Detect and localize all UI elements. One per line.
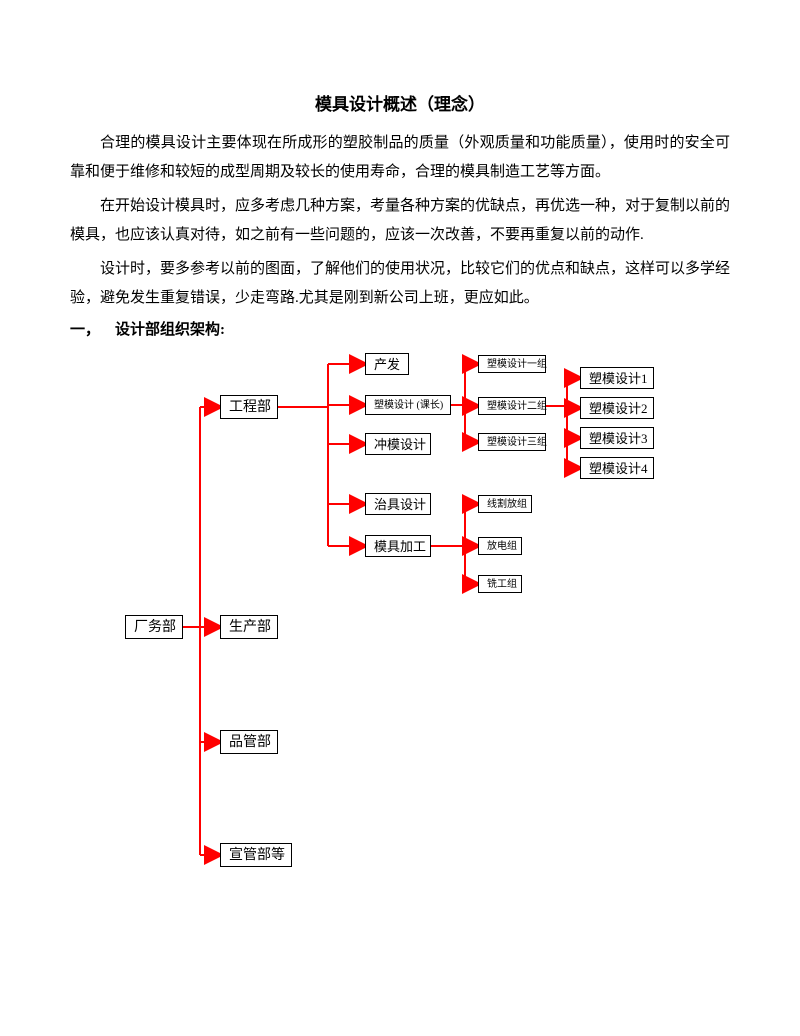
org-node-xi: 铣工组 bbox=[478, 575, 522, 593]
org-node-prod: 生产部 bbox=[220, 615, 278, 639]
document-page: 模具设计概述（理念） 合理的模具设计主要体现在所成形的塑胶制品的质量（外观质量和… bbox=[0, 0, 800, 925]
org-node-fangdian: 放电组 bbox=[478, 537, 522, 555]
org-node-qc: 品管部 bbox=[220, 730, 278, 754]
org-chart: 厂务部 工程部生产部品管部宣管部等 产发塑模设计 (课长) 冲模设计治具设计模具加工 塑… bbox=[70, 345, 730, 885]
org-node-zhiju: 治具设计 bbox=[365, 493, 431, 515]
org-node-sudesign: 塑模设计 (课长) bbox=[365, 395, 451, 415]
org-node-smd2: 塑模设计2 bbox=[580, 397, 654, 419]
org-node-sg2: 塑模设计二组 bbox=[478, 397, 546, 415]
paragraph-1: 合理的模具设计主要体现在所成形的塑胶制品的质量（外观质量和功能质量），使用时的安… bbox=[70, 129, 730, 186]
section-heading: 一， 设计部组织架构: bbox=[70, 318, 730, 339]
org-node-sg3: 塑模设计三组 bbox=[478, 433, 546, 451]
document-title: 模具设计概述（理念） bbox=[70, 90, 730, 115]
org-node-jiagong: 模具加工 bbox=[365, 535, 431, 557]
org-node-smd1: 塑模设计1 bbox=[580, 367, 654, 389]
org-node-smd3: 塑模设计3 bbox=[580, 427, 654, 449]
org-node-sg1: 塑模设计一组 bbox=[478, 355, 546, 373]
paragraph-3: 设计时，要多参考以前的图面，了解他们的使用状况，比较它们的优点和缺点，这样可以多… bbox=[70, 255, 730, 312]
org-node-xianqie: 线割放组 bbox=[478, 495, 532, 513]
paragraph-2: 在开始设计模具时，应多考虑几种方案，考量各种方案的优缺点，再优选一种，对于复制以… bbox=[70, 192, 730, 249]
org-node-chongmo: 冲模设计 bbox=[365, 433, 431, 455]
org-node-mgmt: 宣管部等 bbox=[220, 843, 292, 867]
org-node-root: 厂务部 bbox=[125, 615, 183, 639]
org-node-smd4: 塑模设计4 bbox=[580, 457, 654, 479]
org-node-eng: 工程部 bbox=[220, 395, 278, 419]
org-node-chanfa: 产发 bbox=[365, 353, 409, 375]
